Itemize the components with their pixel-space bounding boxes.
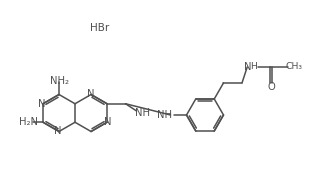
Text: N: N [38, 99, 46, 109]
Text: NH: NH [157, 110, 172, 120]
Text: N: N [245, 62, 252, 72]
Text: NH₂: NH₂ [49, 76, 69, 85]
Text: N: N [87, 89, 95, 99]
Text: N: N [54, 126, 62, 137]
Text: HBr: HBr [90, 23, 110, 33]
Text: H: H [250, 62, 257, 71]
Text: CH₃: CH₃ [286, 62, 303, 71]
Text: H₂N: H₂N [19, 117, 39, 127]
Text: O: O [268, 82, 276, 92]
Text: NH: NH [135, 108, 150, 118]
Text: N: N [104, 117, 112, 127]
